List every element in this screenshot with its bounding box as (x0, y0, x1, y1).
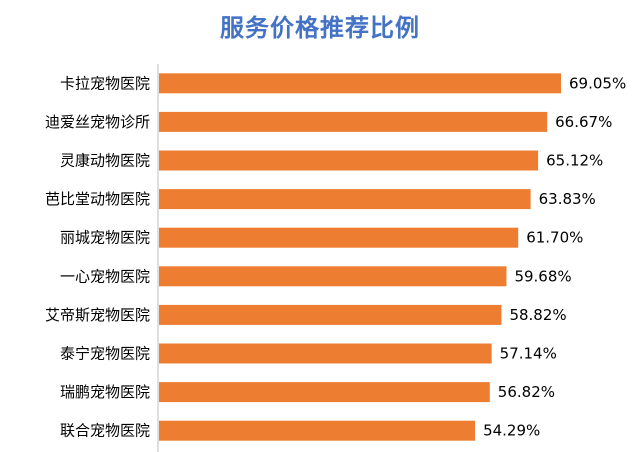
data-label: 56.82% (498, 383, 555, 401)
bar (159, 150, 539, 171)
bar (159, 227, 519, 248)
chart-title: 服务价格推荐比例 (220, 14, 420, 42)
category-label: 泰宁宠物医院 (60, 345, 150, 363)
category-label: 艾帝斯宠物医院 (45, 306, 150, 324)
data-label: 54.29% (483, 422, 540, 440)
bar (159, 111, 548, 132)
bars-layer: 卡拉宠物医院 69.05% 迪爱丝宠物诊所 66.67% 灵康动物医院 65.12% 芭比堂… (45, 64, 626, 452)
data-label: 61.70% (526, 229, 583, 247)
category-label: 联合宠物医院 (60, 422, 150, 440)
data-label: 65.12% (546, 152, 603, 170)
data-label: 59.68% (514, 267, 571, 285)
category-label: 芭比堂动物医院 (45, 190, 150, 208)
data-label: 63.83% (539, 190, 596, 208)
category-label: 卡拉宠物医院 (60, 74, 150, 92)
category-label: 迪爱丝宠物诊所 (45, 113, 150, 131)
bar (159, 420, 476, 441)
category-label: 一心宠物医院 (60, 267, 150, 285)
data-label: 57.14% (500, 345, 557, 363)
data-label: 66.67% (555, 113, 612, 131)
bar (159, 73, 561, 94)
bar (159, 304, 502, 325)
bar (159, 343, 492, 364)
category-label: 瑞鹏宠物医院 (60, 383, 150, 401)
bar (159, 266, 507, 287)
bar (159, 382, 490, 403)
data-label: 58.82% (509, 306, 566, 324)
category-label: 丽城宠物医院 (60, 229, 150, 247)
category-label: 灵康动物医院 (60, 152, 150, 170)
bar (159, 189, 531, 210)
data-label: 69.05% (569, 74, 626, 92)
